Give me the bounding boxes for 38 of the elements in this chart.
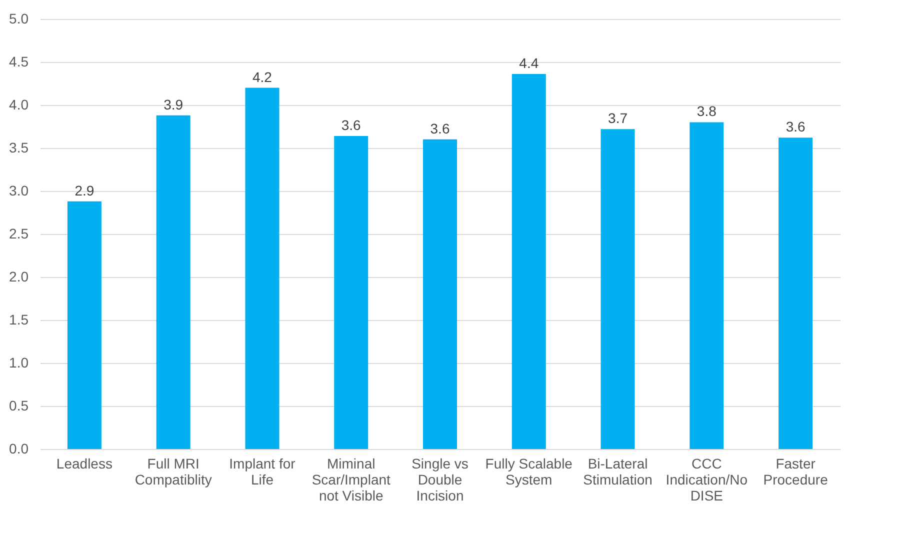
x-tick-label: Leadless xyxy=(56,456,112,472)
data-label: 2.9 xyxy=(74,182,94,198)
data-label: 3.8 xyxy=(696,103,717,120)
data-label: 3.6 xyxy=(786,118,806,135)
data-label: 4.2 xyxy=(252,68,272,85)
y-tick-label: 0.5 xyxy=(9,398,29,414)
data-label: 3.9 xyxy=(164,96,184,112)
x-tick-label: Single vs Double Incision xyxy=(412,456,468,504)
x-tick-label: CCC Indication/No DISE xyxy=(666,456,748,504)
y-tick-label: 3.0 xyxy=(9,182,29,198)
y-tick-label: 4.5 xyxy=(9,54,29,70)
x-tick-label: Bi-Lateral Stimulation xyxy=(583,456,652,488)
x-tick-label: Implant for Life xyxy=(229,456,296,488)
x-tick-label: Fully Scalable System xyxy=(485,456,573,488)
y-tick-label: 3.5 xyxy=(9,140,29,156)
bar xyxy=(334,136,368,449)
bar xyxy=(245,88,280,449)
x-tick-label: Faster Procedure xyxy=(763,456,828,488)
bar xyxy=(512,74,546,449)
y-tick-label: 1.0 xyxy=(9,354,29,370)
bar xyxy=(67,201,102,449)
bar xyxy=(690,122,724,449)
data-label: 3.6 xyxy=(341,116,362,133)
bar xyxy=(778,138,813,449)
data-label: 3.6 xyxy=(430,120,450,136)
bar xyxy=(156,115,190,449)
data-label: 4.4 xyxy=(519,55,539,72)
y-tick-label: 5.0 xyxy=(9,10,29,26)
bar xyxy=(423,139,457,449)
bar xyxy=(600,129,635,449)
y-tick-label: 2.5 xyxy=(9,226,29,242)
y-tick-label: 1.5 xyxy=(9,312,29,328)
y-tick-label: 0.0 xyxy=(9,440,29,456)
y-tick-label: 2.0 xyxy=(9,268,29,284)
x-tick-label: Full MRI Compatiblity xyxy=(134,456,212,488)
x-tick-label: Miminal Scar/Implant not Visible xyxy=(312,456,391,504)
y-tick-label: 4.0 xyxy=(9,96,29,112)
data-label: 3.7 xyxy=(608,110,628,126)
